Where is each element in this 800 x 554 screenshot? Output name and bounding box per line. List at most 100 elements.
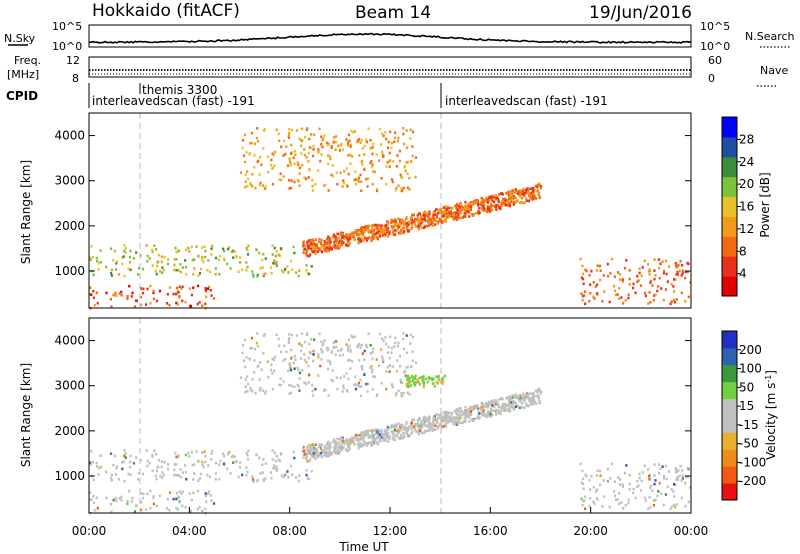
velocity-echo-cell xyxy=(305,333,308,337)
velocity-echo-cell xyxy=(449,414,452,418)
power-echo-cell xyxy=(341,232,344,236)
power-echo-cell xyxy=(262,147,265,150)
velocity-echo-cell xyxy=(493,400,496,404)
velocity-echo-cell xyxy=(351,335,354,339)
velocity-echo-cell xyxy=(137,478,140,481)
power-echo-cell xyxy=(308,137,311,141)
velocity-echo-cell xyxy=(303,353,306,356)
velocity-echo-cell xyxy=(466,415,469,418)
power-echo-cell xyxy=(446,210,449,214)
power-echo-cell xyxy=(249,141,252,145)
power-echo-cell xyxy=(324,183,327,187)
velocity-echo-cell xyxy=(689,486,692,489)
velocity-echo-cell xyxy=(442,415,445,419)
power-echo-cell xyxy=(120,290,123,294)
power-echo-cell xyxy=(676,273,680,277)
power-echo-cell xyxy=(273,259,276,262)
power-echo-cell xyxy=(387,235,390,238)
power-echo-cell xyxy=(270,158,273,162)
velocity-echo-cell xyxy=(318,332,321,336)
power-echo-cell xyxy=(306,127,309,130)
velocity-echo-cell xyxy=(648,477,651,481)
power-echo-cell xyxy=(207,285,211,289)
velocity-echo-cell xyxy=(498,410,501,414)
power-echo-cell xyxy=(497,197,500,201)
power-echo-cell xyxy=(500,192,504,195)
power-echo-cell xyxy=(330,246,333,250)
velocity-echo-cell xyxy=(468,420,471,423)
velocity-echo-cell xyxy=(435,375,438,378)
power-echo-cell xyxy=(192,273,195,276)
power-echo-cell xyxy=(279,172,282,176)
power-echo-cell xyxy=(264,185,267,188)
velocity-colorbar-swatch xyxy=(722,415,737,433)
velocity-echo-cell xyxy=(422,382,425,386)
power-echo-cell xyxy=(660,287,663,290)
velocity-echo-cell xyxy=(287,339,290,343)
power-echo-cell xyxy=(679,259,682,263)
power-echo-cell xyxy=(521,193,524,196)
velocity-echo-cell xyxy=(367,382,370,386)
velocity-echo-cell xyxy=(535,402,538,405)
power-echo-cell xyxy=(451,214,454,218)
power-echo-cell xyxy=(360,189,363,193)
power-echo-cell xyxy=(340,233,343,236)
velocity-echo-cell xyxy=(422,380,425,384)
power-echo-cell xyxy=(198,300,201,304)
power-echo-cell xyxy=(581,277,585,281)
power-echo-cell xyxy=(325,242,328,246)
power-echo-cell xyxy=(354,229,358,232)
velocity-echo-cell xyxy=(408,376,412,380)
power-echo-cell xyxy=(503,199,506,203)
power-echo-cell xyxy=(189,304,193,308)
velocity-echo-cell xyxy=(314,387,317,391)
power-echo-cell xyxy=(90,293,93,297)
power-echo-cell xyxy=(628,277,631,281)
velocity-echo-cell xyxy=(616,476,620,479)
velocity-echo-cell xyxy=(262,457,265,461)
velocity-echo-cell xyxy=(262,352,265,355)
velocity-echo-cell xyxy=(290,348,293,352)
velocity-echo-cell xyxy=(315,449,319,453)
velocity-echo-cell xyxy=(437,425,440,429)
velocity-echo-cell xyxy=(174,451,177,455)
power-echo-cell xyxy=(594,285,597,288)
velocity-echo-cell xyxy=(387,426,390,430)
velocity-echo-cell xyxy=(388,370,391,373)
velocity-echo-cell xyxy=(406,432,409,435)
velocity-echo-cell xyxy=(115,499,118,502)
power-echo-cell xyxy=(378,127,382,131)
power-echo-cell xyxy=(418,212,422,216)
velocity-echo-cell xyxy=(312,448,315,451)
power-echo-cell xyxy=(162,268,165,272)
velocity-echo-cell xyxy=(173,468,176,472)
velocity-echo-cell xyxy=(336,387,339,391)
velocity-echo-cell xyxy=(506,404,510,407)
power-echo-cell xyxy=(387,140,390,144)
velocity-echo-cell xyxy=(403,431,406,435)
power-echo-cell xyxy=(399,223,402,227)
velocity-echo-cell xyxy=(335,345,338,349)
power-echo-cell xyxy=(142,291,145,295)
power-echo-cell xyxy=(537,192,540,196)
velocity-echo-cell xyxy=(317,452,321,455)
power-echo-cell xyxy=(327,189,330,192)
velocity-echo-cell xyxy=(168,508,171,512)
velocity-echo-cell xyxy=(434,428,437,431)
velocity-echo-cell xyxy=(245,466,248,469)
velocity-echo-cell xyxy=(489,407,493,411)
power-echo-cell xyxy=(311,184,314,188)
power-echo-cell xyxy=(250,141,253,145)
power-echo-cell xyxy=(193,258,196,261)
velocity-echo-cell xyxy=(396,432,399,436)
power-echo-cell xyxy=(298,184,301,187)
velocity-echo-cell xyxy=(303,340,307,344)
velocity-echo-cell xyxy=(293,385,296,389)
power-echo-cell xyxy=(247,177,250,181)
velocity-echo-cell xyxy=(669,507,672,511)
velocity-echo-cell xyxy=(89,461,92,464)
velocity-echo-cell xyxy=(621,485,625,488)
velocity-echo-cell xyxy=(288,383,291,387)
velocity-echo-cell xyxy=(238,466,242,469)
velocity-echo-cell xyxy=(380,429,383,432)
